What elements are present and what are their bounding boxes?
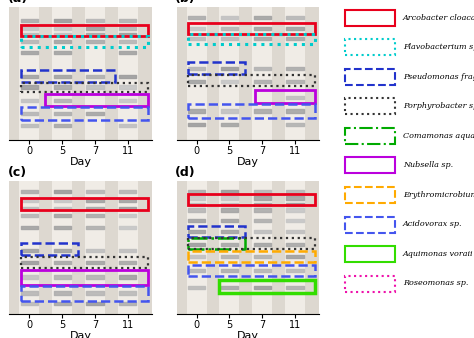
Bar <box>188 104 315 118</box>
Bar <box>188 265 315 275</box>
Bar <box>118 7 138 141</box>
Bar <box>85 7 105 141</box>
X-axis label: Day: Day <box>237 331 259 338</box>
Bar <box>188 33 315 44</box>
Bar <box>45 94 148 106</box>
Bar <box>21 70 115 82</box>
Text: (d): (d) <box>175 166 196 179</box>
Text: Flavobacterium sp.: Flavobacterium sp. <box>403 43 474 51</box>
Bar <box>188 238 315 249</box>
Bar <box>345 10 395 26</box>
Bar <box>21 243 78 256</box>
Bar <box>21 25 148 36</box>
Bar <box>187 180 207 314</box>
Text: Pseudomonas fragi: Pseudomonas fragi <box>403 73 474 80</box>
Bar <box>345 158 395 173</box>
Bar <box>21 198 148 210</box>
Text: Roseomonas sp.: Roseomonas sp. <box>403 279 468 287</box>
Text: Aquimonas voraii: Aquimonas voraii <box>403 250 473 258</box>
Bar <box>21 36 148 47</box>
Text: Erythromicrobium sp.: Erythromicrobium sp. <box>403 191 474 199</box>
Bar <box>187 7 207 141</box>
Bar <box>188 251 315 262</box>
Bar <box>219 180 239 314</box>
Bar <box>345 246 395 262</box>
Text: Acidovorax sp.: Acidovorax sp. <box>403 220 462 228</box>
Bar <box>21 286 148 301</box>
Bar <box>188 23 315 33</box>
Bar <box>21 107 148 120</box>
Text: (b): (b) <box>175 0 196 5</box>
Bar <box>188 194 315 205</box>
Bar <box>188 238 245 249</box>
Bar <box>19 180 39 314</box>
Bar <box>252 7 272 141</box>
Text: Porphyrobacter sp.: Porphyrobacter sp. <box>403 102 474 110</box>
Bar <box>118 180 138 314</box>
Bar <box>285 7 305 141</box>
Bar <box>21 270 148 285</box>
Bar <box>345 39 395 55</box>
Text: Arcobacter cloacae: Arcobacter cloacae <box>403 14 474 22</box>
Bar <box>52 7 72 141</box>
X-axis label: Day: Day <box>70 331 92 338</box>
Bar <box>188 75 315 86</box>
Bar <box>255 90 315 103</box>
X-axis label: Day: Day <box>70 158 92 167</box>
Bar <box>188 226 245 237</box>
Bar <box>21 83 148 92</box>
Text: Nubsella sp.: Nubsella sp. <box>403 161 453 169</box>
Bar <box>345 275 395 292</box>
Bar <box>85 180 105 314</box>
Bar <box>219 7 239 141</box>
Bar <box>252 180 272 314</box>
Bar <box>345 187 395 203</box>
Bar <box>19 7 39 141</box>
Text: (a): (a) <box>8 0 28 5</box>
Bar <box>345 217 395 233</box>
Text: Comamonas aquatica: Comamonas aquatica <box>403 131 474 140</box>
Bar <box>21 257 148 268</box>
Bar <box>345 98 395 114</box>
Bar <box>345 69 395 85</box>
Bar <box>285 180 305 314</box>
Text: (c): (c) <box>8 166 27 179</box>
Bar <box>188 62 245 74</box>
Bar <box>52 180 72 314</box>
Bar <box>219 280 315 293</box>
Bar <box>345 128 395 144</box>
X-axis label: Day: Day <box>237 158 259 167</box>
